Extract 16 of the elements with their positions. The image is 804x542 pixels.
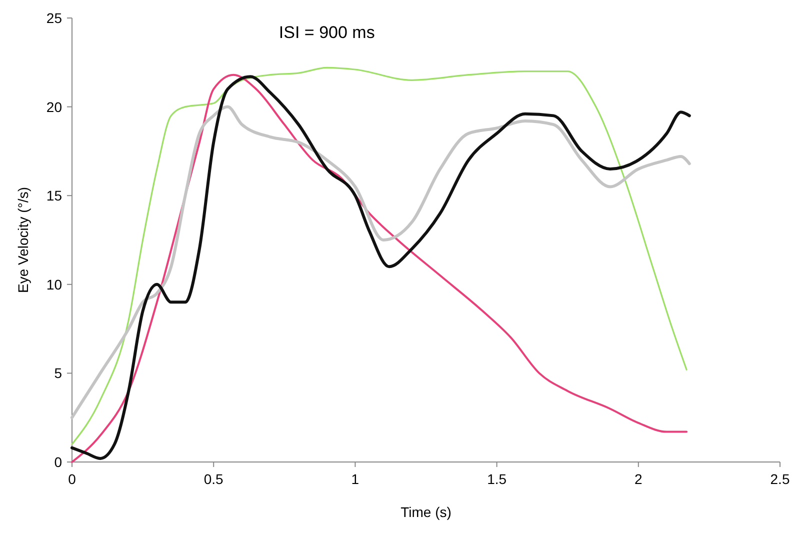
y-tick-label: 25 bbox=[46, 10, 62, 26]
chart-title: ISI = 900 ms bbox=[278, 23, 375, 42]
y-axis-title: Eye Velocity (°/s) bbox=[15, 187, 31, 293]
y-tick-label: 10 bbox=[46, 276, 62, 292]
x-tick-label: 0.5 bbox=[204, 471, 224, 487]
y-tick-label: 5 bbox=[54, 365, 62, 382]
x-axis-title: Time (s) bbox=[400, 504, 452, 520]
line-series bbox=[70, 105, 691, 420]
x-tick-label: 0 bbox=[68, 471, 76, 487]
x-tick-label: 1.5 bbox=[487, 471, 507, 487]
x-tick-label: 2 bbox=[634, 471, 642, 487]
y-tick-label: 20 bbox=[46, 98, 62, 115]
y-tick-label: 0 bbox=[54, 454, 62, 470]
y-tick-label: 15 bbox=[46, 188, 62, 204]
x-tick-label: 2.5 bbox=[770, 471, 790, 487]
x-tick-label: 1 bbox=[351, 471, 360, 487]
